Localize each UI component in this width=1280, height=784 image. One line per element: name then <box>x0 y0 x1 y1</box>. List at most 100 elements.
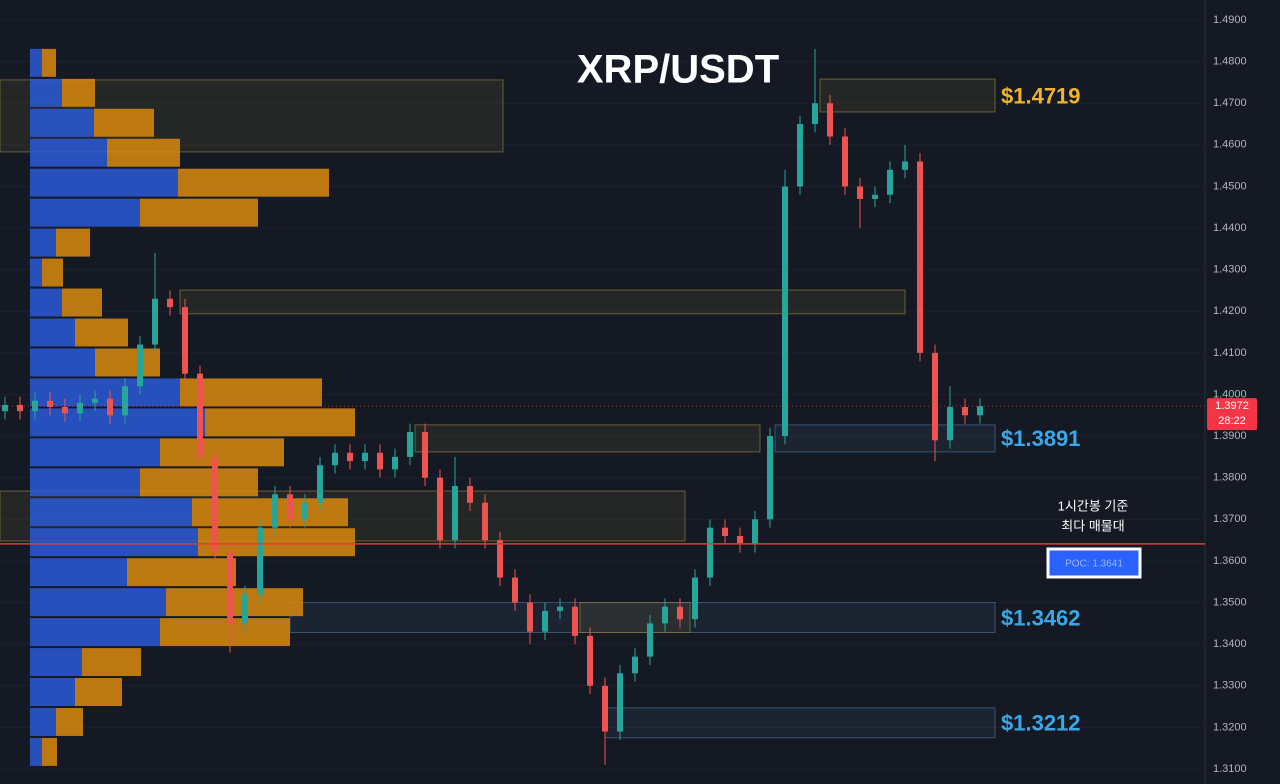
candle-body <box>842 136 848 187</box>
candle-body <box>932 352 938 441</box>
sell-volume-bar <box>75 318 128 347</box>
candle-body <box>122 386 128 416</box>
poc-label: POC: 1.3641 <box>1065 559 1123 570</box>
y-tick-label: 1.3500 <box>1213 596 1247 608</box>
candle-body <box>752 519 758 545</box>
sell-volume-bar <box>42 258 63 287</box>
candle-body <box>377 452 383 470</box>
buy-volume-bar <box>30 737 42 766</box>
y-tick-label: 1.3200 <box>1213 721 1247 733</box>
y-tick-label: 1.4800 <box>1213 56 1247 68</box>
y-tick-label: 1.4000 <box>1213 388 1247 400</box>
candle-body <box>362 452 368 462</box>
y-tick-label: 1.4200 <box>1213 305 1247 317</box>
sell-volume-bar <box>140 468 258 497</box>
candle-body <box>467 486 473 503</box>
candle-body <box>212 456 218 553</box>
sell-volume-bar <box>62 78 95 107</box>
zone-label: $1.4719 <box>1001 83 1081 108</box>
candle-body <box>107 398 113 416</box>
y-tick-label: 1.3900 <box>1213 430 1247 442</box>
buy-volume-bar <box>30 528 198 557</box>
candle-body <box>857 186 863 199</box>
zone <box>414 424 761 453</box>
candle-body <box>662 606 668 624</box>
y-tick-label: 1.4700 <box>1213 97 1247 109</box>
sell-volume-bar <box>107 138 180 167</box>
buy-volume-bar <box>30 258 42 287</box>
sell-volume-bar <box>198 528 355 557</box>
buy-volume-bar <box>30 438 160 467</box>
zone-label: $1.3462 <box>1001 605 1081 630</box>
candle-body <box>887 169 893 195</box>
sell-volume-bar <box>94 108 154 137</box>
buy-volume-bar <box>30 78 62 107</box>
buy-volume-bar <box>30 498 192 527</box>
sell-volume-bar <box>75 678 122 706</box>
y-tick-label: 1.3600 <box>1213 555 1247 567</box>
last-price-label: 1.3972 <box>1215 400 1249 412</box>
sell-volume-bar <box>166 588 303 617</box>
candle-body <box>242 594 248 624</box>
candle-body <box>872 194 878 199</box>
candle-body <box>452 486 458 541</box>
buy-volume-bar <box>30 348 95 377</box>
candle-body <box>527 602 533 632</box>
candle-body <box>137 344 143 387</box>
sell-volume-bar <box>42 737 57 766</box>
buy-volume-bar <box>30 707 56 736</box>
y-tick-label: 1.4900 <box>1213 14 1247 26</box>
buy-volume-bar <box>30 138 107 167</box>
buy-volume-bar <box>30 108 94 137</box>
y-tick-label: 1.4600 <box>1213 139 1247 151</box>
zone-label: $1.3212 <box>1001 711 1081 736</box>
candle-body <box>647 623 653 657</box>
candle-body <box>152 298 158 345</box>
buy-volume-bar <box>30 48 42 77</box>
candle-body <box>692 577 698 620</box>
sell-volume-bar <box>82 648 141 677</box>
y-tick-label: 1.4400 <box>1213 222 1247 234</box>
buy-volume-bar <box>30 558 127 587</box>
sell-volume-bar <box>127 558 236 587</box>
candle-body <box>77 402 83 414</box>
candle-body <box>197 373 203 457</box>
zones: $1.4719 $1.3891 $1.3462 $1.3212 <box>0 78 1081 739</box>
buy-volume-bar <box>30 678 75 706</box>
buy-volume-bar <box>30 408 205 437</box>
buy-volume-bar <box>30 168 178 197</box>
candle-body <box>437 477 443 541</box>
candle-body <box>782 186 788 437</box>
zone <box>819 78 996 113</box>
candle-body <box>497 540 503 578</box>
zone <box>774 424 996 453</box>
buy-volume-bar <box>30 228 56 257</box>
candle-body <box>92 398 98 403</box>
y-tick-label: 1.4300 <box>1213 264 1247 276</box>
candle-body <box>707 527 713 578</box>
candle-body <box>317 465 323 503</box>
candle-body <box>287 494 293 520</box>
sell-volume-bar <box>140 198 258 227</box>
y-tick-label: 1.3400 <box>1213 638 1247 650</box>
candle-body <box>422 431 428 478</box>
y-tick-label: 1.3700 <box>1213 513 1247 525</box>
candle-body <box>542 610 548 632</box>
y-tick-label: 1.3800 <box>1213 472 1247 484</box>
sell-volume-bar <box>160 438 284 467</box>
candle-body <box>722 527 728 536</box>
sell-volume-bar <box>95 348 160 377</box>
buy-volume-bar <box>30 288 62 317</box>
candle-body <box>632 656 638 674</box>
candle-body <box>32 400 38 412</box>
last-price-box <box>1207 398 1257 431</box>
candle-body <box>602 685 608 732</box>
candle-body <box>797 124 803 187</box>
buy-volume-bar <box>30 378 180 407</box>
buy-volume-bar <box>30 618 160 647</box>
candle-body <box>407 431 413 457</box>
buy-volume-bar <box>30 318 75 347</box>
candle-body <box>767 436 773 520</box>
candle-body <box>272 494 278 528</box>
